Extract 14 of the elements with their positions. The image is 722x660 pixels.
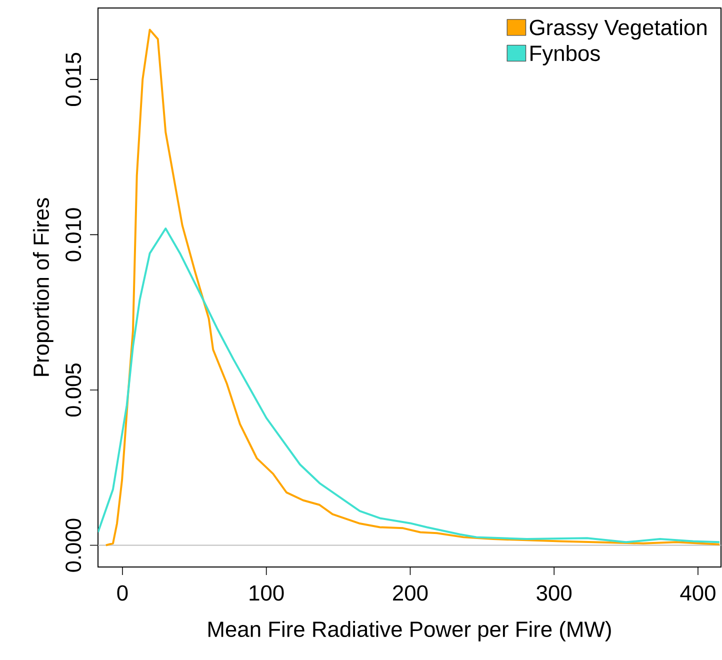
y-tick-label: 0.005 [66,363,82,417]
legend-label: Fynbos [530,44,600,66]
x-tick-label: 300 [536,585,572,601]
x-tick-label: 0 [117,585,128,601]
x-axis-title: Mean Fire Radiative Power per Fire (MW) [208,620,611,642]
line-series [98,227,721,544]
y-tick-label: 0.015 [66,52,82,106]
y-tick-label: 0.010 [66,208,82,262]
x-tick-label: 200 [393,585,428,601]
y-axis-title: Proportion of Fires [32,198,54,376]
x-tick-label: 400 [680,585,716,601]
y-tick-label: 0.000 [66,518,82,572]
x-tick-label: 100 [250,585,284,601]
legend-label: Grassy Vegetation [530,19,706,40]
